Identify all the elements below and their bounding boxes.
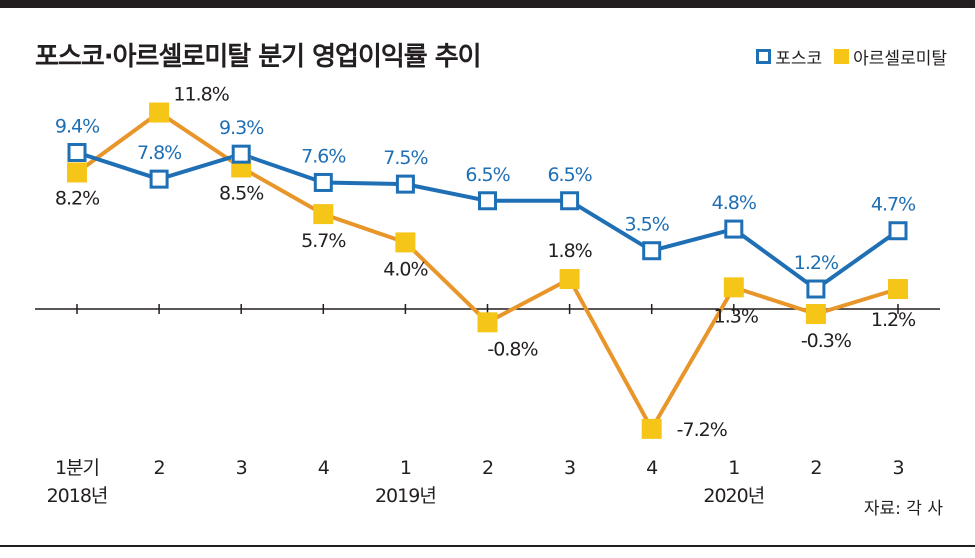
point-posco [231, 144, 251, 164]
point-arcelormittal [395, 232, 416, 253]
legend-swatch-arcelormittal [834, 49, 850, 64]
point-arcelormittal [67, 162, 87, 183]
top-bar [0, 0, 975, 8]
legend-item-posco: 포스코 [756, 44, 822, 69]
point-posco [888, 221, 908, 241]
point-posco [724, 219, 744, 239]
point-posco [395, 174, 415, 194]
x-year-label: 2018년 [47, 485, 108, 507]
data-label-arcelormittal: 1.2% [871, 309, 915, 331]
data-label-posco: 4.8% [712, 192, 756, 214]
data-label-posco: 7.8% [137, 142, 181, 164]
source-note: 자료: 각 사 [863, 499, 943, 519]
x-tick-label: 3 [236, 457, 247, 479]
x-year-label: 2019년 [375, 485, 436, 507]
data-label-posco: 1.2% [794, 252, 838, 274]
data-label-posco: 4.7% [871, 194, 915, 216]
legend-swatch-posco [756, 49, 772, 64]
point-posco [560, 191, 580, 211]
bottom-rule [0, 545, 975, 547]
x-tick-label: 2 [482, 457, 493, 479]
legend-label-posco: 포스코 [775, 49, 823, 69]
data-label-arcelormittal: 8.2% [55, 187, 99, 209]
data-label-posco: 9.4% [55, 115, 99, 137]
data-label-posco: 3.5% [625, 214, 669, 236]
x-tick-label: 3 [892, 457, 903, 479]
data-label-posco: 6.5% [547, 164, 591, 186]
data-label-arcelormittal: 4.0% [383, 258, 427, 280]
legend-item-arcelormittal: 아르셀로미탈 [834, 44, 947, 69]
data-label-posco: 6.5% [465, 164, 509, 186]
x-tick-label: 4 [318, 457, 330, 479]
point-arcelormittal [313, 204, 334, 225]
point-arcelormittal [149, 102, 170, 123]
x-tick-label: 2 [810, 457, 821, 479]
data-label-arcelormittal: 5.7% [301, 230, 345, 252]
data-label-arcelormittal: 1.3% [714, 305, 758, 327]
point-posco [478, 191, 497, 211]
data-label-posco: 7.6% [301, 145, 345, 167]
x-tick-label: 1 [400, 457, 411, 479]
x-tick-label: 4 [646, 457, 658, 479]
point-posco [313, 172, 333, 192]
x-tick-label: 3 [564, 457, 575, 479]
point-posco [67, 142, 87, 162]
data-label-posco: 7.5% [383, 147, 427, 169]
data-label-arcelormittal: 11.8% [173, 84, 228, 106]
point-posco [149, 169, 169, 189]
data-label-arcelormittal: -7.2% [677, 419, 727, 441]
chart-title: 포스코·아르셀로미탈 분기 영업이익률 추이 [35, 42, 482, 72]
x-tick-label: 1 [728, 457, 739, 479]
point-arcelormittal [888, 279, 908, 300]
series-line-arcelormittal [75, 110, 899, 431]
point-arcelormittal [559, 269, 580, 290]
x-year-label: 2020년 [703, 485, 764, 507]
point-arcelormittal [723, 277, 744, 298]
legend: 포스코 아르셀로미탈 [750, 44, 947, 69]
data-label-arcelormittal: 1.8% [547, 240, 591, 262]
point-arcelormittal [477, 312, 498, 333]
data-label-posco: 9.3% [219, 117, 263, 139]
point-posco [806, 279, 826, 299]
x-tick-label: 1분기 [55, 457, 99, 479]
data-label-arcelormittal: -0.3% [801, 330, 851, 352]
data-label-arcelormittal: -0.8% [487, 338, 537, 360]
data-label-arcelormittal: 8.5% [219, 182, 263, 204]
point-posco [642, 241, 662, 261]
point-arcelormittal [805, 303, 826, 324]
point-arcelormittal [641, 418, 662, 439]
legend-label-arcelormittal: 아르셀로미탈 [853, 49, 947, 69]
x-tick-label: 2 [154, 457, 165, 479]
